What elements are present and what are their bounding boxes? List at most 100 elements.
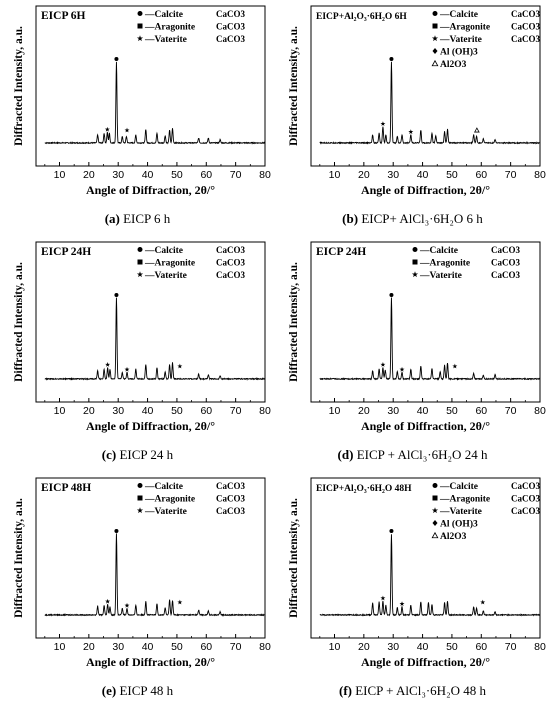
caption-b-text: EICP+ AlCl₃·6H₂O 6 h xyxy=(358,211,483,226)
caption-c-text: EICP 24 h xyxy=(116,447,174,462)
xrd-pattern-e xyxy=(44,533,266,617)
peak-marker-a-0 xyxy=(114,57,119,61)
x-tick-label-d-0: 10 xyxy=(329,405,341,417)
x-axis-label-d: Angle of Diffraction, 2θ/° xyxy=(361,419,490,433)
legend-formula-e-2: CaCO3 xyxy=(216,506,245,516)
x-tick-label-e-1: 20 xyxy=(83,641,95,653)
panel-b: 10 20 30 40 50 60 70 80 Angle of Diffraction, 2θ… xyxy=(275,0,550,236)
legend-formula-d-1: CaCO3 xyxy=(491,258,520,268)
legend-label-c-1: —Aragonite xyxy=(144,259,195,269)
chart-title-b: EICP+Al₂O₃·6H₂O 6H xyxy=(316,12,407,22)
x-tick-label-b-4: 50 xyxy=(446,169,458,181)
y-axis-label-e: Diffracted Intensity, a.u. xyxy=(13,498,25,618)
xrd-chart-d: 10 20 30 40 50 60 70 80 Angle of Diffraction, 2θ… xyxy=(288,241,546,433)
x-tick-label-c-4: 50 xyxy=(171,405,183,417)
peak-marker-c-2 xyxy=(124,366,130,372)
x-tick-label-d-4: 50 xyxy=(446,405,458,417)
caption-e: (e) EICP 48 h xyxy=(0,683,275,699)
chart-title-f: EICP+Al₂O₃·6H₂O 48H xyxy=(316,484,412,494)
legend-marker-f-1 xyxy=(432,495,438,501)
xrd-pattern-d xyxy=(319,297,541,381)
x-axis-label-c: Angle of Diffraction, 2θ/° xyxy=(86,419,215,433)
x-tick-label-e-4: 50 xyxy=(171,641,183,653)
peak-marker-b-3 xyxy=(474,127,480,133)
caption-c-letter: (c) xyxy=(101,447,117,462)
xrd-chart-f: 10 20 30 40 50 60 70 80 Angle of Diffraction, 2θ… xyxy=(288,477,546,669)
chart-title-c: EICP 24H xyxy=(41,246,91,258)
caption-d: (d) EICP + AlCl₃·6H₂O 24 h xyxy=(275,447,550,463)
legend-marker-b-1 xyxy=(432,23,438,29)
legend-label-d-2: —Vaterite xyxy=(419,271,462,281)
peak-marker-b-2 xyxy=(408,129,414,134)
y-axis-label-a: Diffracted Intensity, a.u. xyxy=(13,26,25,146)
x-tick-label-c-7: 80 xyxy=(259,405,271,417)
legend-label-f-4: Al2O3 xyxy=(440,532,467,542)
legend-formula-c-1: CaCO3 xyxy=(216,258,245,268)
panel-d: 10 20 30 40 50 60 70 80 Angle of Diffraction, 2θ… xyxy=(275,236,550,472)
x-tick-label-e-6: 70 xyxy=(230,641,242,653)
x-axis-label-e: Angle of Diffraction, 2θ/° xyxy=(86,655,215,669)
legend-label-a-1: —Aragonite xyxy=(144,23,195,33)
legend-formula-a-2: CaCO3 xyxy=(216,34,245,44)
x-tick-label-a-7: 80 xyxy=(259,169,271,181)
xrd-pattern-b xyxy=(319,61,541,145)
legend-marker-c-2 xyxy=(136,271,144,278)
xrd-pattern-f xyxy=(319,534,541,617)
legend-label-c-0: —Calcite xyxy=(144,246,183,256)
caption-f: (f) EICP + AlCl₃·6H₂O 48 h xyxy=(275,683,550,699)
peak-marker-c-3 xyxy=(177,363,183,369)
caption-a-letter: (a) xyxy=(104,211,120,226)
x-tick-label-c-1: 20 xyxy=(83,405,95,417)
x-tick-label-b-7: 80 xyxy=(534,169,546,181)
x-tick-label-a-2: 30 xyxy=(112,169,124,181)
caption-f-letter: (f) xyxy=(338,683,352,698)
legend-formula-d-0: CaCO3 xyxy=(491,245,520,255)
legend-label-d-1: —Aragonite xyxy=(419,259,470,269)
x-tick-label-b-1: 20 xyxy=(358,169,370,181)
y-axis-label-f: Diffracted Intensity, a.u. xyxy=(288,498,300,618)
x-axis-label-a: Angle of Diffraction, 2θ/° xyxy=(86,183,215,197)
legend-label-c-2: —Vaterite xyxy=(144,271,187,281)
legend-label-b-1: —Aragonite xyxy=(439,23,490,33)
panel-f: 10 20 30 40 50 60 70 80 Angle of Diffraction, 2θ… xyxy=(275,472,550,708)
legend-marker-a-1 xyxy=(137,23,143,29)
x-tick-label-f-7: 80 xyxy=(534,641,546,653)
legend-label-d-0: —Calcite xyxy=(419,246,458,256)
caption-e-text: EICP 48 h xyxy=(116,683,174,698)
legend-formula-c-0: CaCO3 xyxy=(216,245,245,255)
x-tick-label-d-5: 60 xyxy=(475,405,487,417)
plot-frame-a xyxy=(35,5,266,167)
legend-label-a-0: —Calcite xyxy=(144,10,183,20)
legend-marker-a-2 xyxy=(136,35,144,42)
peak-marker-c-1 xyxy=(105,362,111,367)
legend-label-a-2: —Vaterite xyxy=(144,35,187,45)
caption-d-letter: (d) xyxy=(337,447,354,462)
x-tick-label-f-1: 20 xyxy=(358,641,370,653)
peak-marker-f-2 xyxy=(399,601,405,606)
legend-label-f-3: Al (OH)3 xyxy=(440,519,478,530)
legend-marker-c-0 xyxy=(137,247,143,252)
xrd-chart-e: 10 20 30 40 50 60 70 80 Angle of Diffraction, 2θ… xyxy=(13,477,271,669)
legend-label-e-0: —Calcite xyxy=(144,482,183,492)
legend-label-f-0: —Calcite xyxy=(439,482,478,492)
peak-marker-e-2 xyxy=(124,602,130,608)
peak-marker-d-0 xyxy=(389,293,394,297)
x-tick-label-e-2: 30 xyxy=(112,641,124,653)
xrd-pattern-c xyxy=(44,297,266,381)
peak-marker-e-0 xyxy=(114,529,119,533)
legend-formula-b-0: CaCO3 xyxy=(511,9,540,19)
legend-label-b-4: Al2O3 xyxy=(440,60,467,70)
legend-formula-e-1: CaCO3 xyxy=(216,494,245,504)
caption-e-letter: (e) xyxy=(101,683,117,698)
x-tick-label-c-0: 10 xyxy=(54,405,66,417)
legend-marker-e-2 xyxy=(136,507,144,514)
plot-frame-f xyxy=(310,477,541,639)
peak-marker-c-0 xyxy=(114,293,119,297)
chart-title-a: EICP 6H xyxy=(41,10,85,22)
chart-title-e: EICP 48H xyxy=(41,482,91,494)
legend-marker-c-1 xyxy=(137,259,143,265)
y-axis-label-b: Diffracted Intensity, a.u. xyxy=(288,26,300,146)
x-tick-label-f-3: 40 xyxy=(417,641,429,653)
caption-d-text: EICP + AlCl₃·6H₂O 24 h xyxy=(353,447,488,462)
x-tick-label-d-2: 30 xyxy=(387,405,399,417)
